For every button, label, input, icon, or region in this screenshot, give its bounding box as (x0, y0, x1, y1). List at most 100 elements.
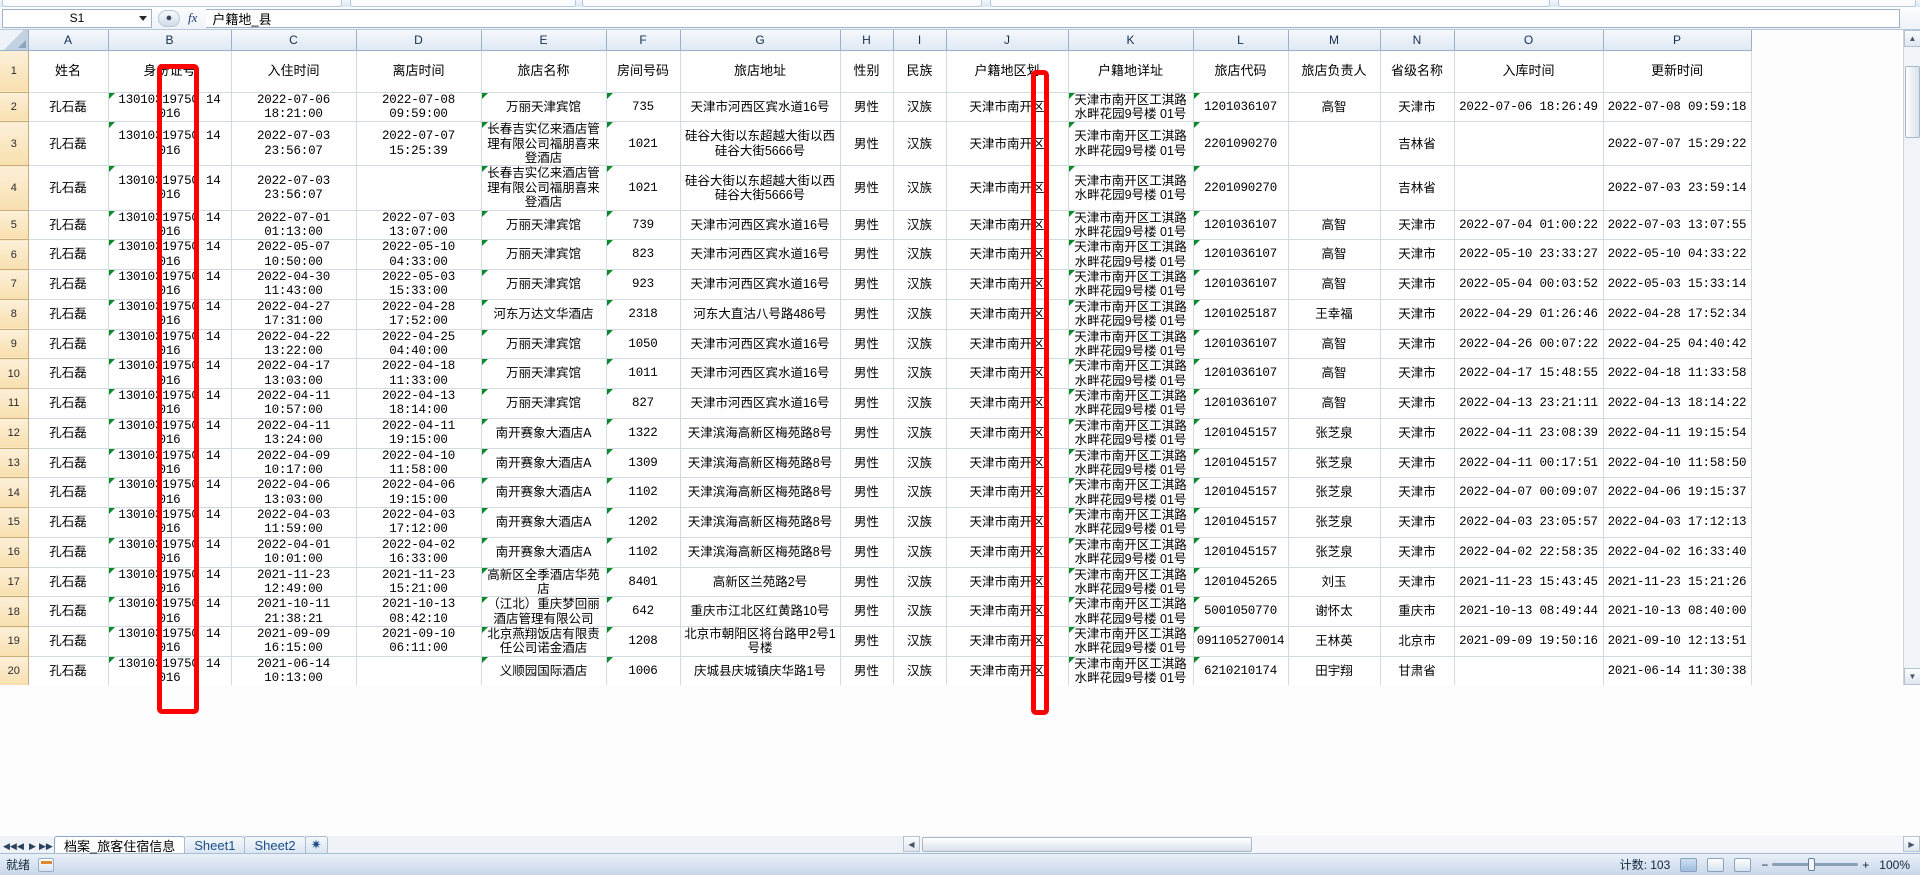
cell-身份证号[interactable]: 13010319750 14 016 (108, 537, 232, 568)
cell-旅店地址[interactable]: 天津滨海高新区梅苑路8号 (680, 537, 841, 568)
zoom-knob[interactable] (1808, 858, 1816, 871)
cell-旅店负责人[interactable]: 谢怀太 (1288, 596, 1381, 627)
cell-旅店名称[interactable]: 高新区全季酒店华苑店 (481, 567, 607, 598)
zoom-in-icon[interactable]: + (1862, 857, 1870, 872)
cell-房间号码[interactable]: 642 (606, 596, 681, 627)
cell-户籍地详址[interactable]: 天津市南开区工淇路水畔花园9号楼 01号 (1068, 165, 1194, 211)
cell-入住时间[interactable]: 2022-04-09 10:17:00 (231, 448, 357, 479)
row-header[interactable]: 2 (0, 92, 29, 123)
row-header[interactable]: 9 (0, 329, 29, 360)
cell-户籍地详址[interactable]: 天津市南开区工淇路水畔花园9号楼 01号 (1068, 299, 1194, 330)
cell-旅店代码[interactable]: 6210210174 (1193, 656, 1289, 685)
cell-入住时间[interactable]: 2022-04-06 13:03:00 (231, 477, 357, 508)
row-header[interactable]: 3 (0, 121, 29, 167)
row-header[interactable]: 4 (0, 165, 29, 211)
view-normal-icon[interactable] (1680, 857, 1698, 872)
cell-省级名称[interactable]: 天津市 (1380, 477, 1455, 508)
cell-旅店代码[interactable]: 1201045265 (1193, 567, 1289, 598)
cell-民族[interactable]: 汉族 (893, 567, 947, 598)
cell-入库时间[interactable] (1454, 165, 1604, 211)
cell-省级名称[interactable]: 天津市 (1380, 507, 1455, 538)
cell-户籍地详址[interactable]: 天津市南开区工淇路水畔花园9号楼 01号 (1068, 596, 1194, 627)
cell-户籍地详址[interactable]: 天津市南开区工淇路水畔花园9号楼 01号 (1068, 626, 1194, 657)
cell-户籍地详址[interactable]: 天津市南开区工淇路水畔花园9号楼 01号 (1068, 269, 1194, 300)
cell-户籍地区划[interactable]: 天津市南开区 (946, 656, 1069, 685)
cell-民族[interactable]: 汉族 (893, 165, 947, 211)
row-header[interactable]: 17 (0, 567, 29, 598)
cell-民族[interactable]: 汉族 (893, 329, 947, 360)
cell-旅店代码[interactable]: 1201045157 (1193, 448, 1289, 479)
cell-户籍地详址[interactable]: 天津市南开区工淇路水畔花园9号楼 01号 (1068, 121, 1194, 167)
cell-性别[interactable]: 男性 (840, 596, 894, 627)
col-header-I[interactable]: I (893, 30, 947, 51)
cell-入库时间[interactable]: 2022-04-29 01:26:46 (1454, 299, 1604, 330)
ribbon-tab-scrap[interactable] (2, 0, 342, 7)
row-header[interactable]: 16 (0, 537, 29, 568)
cell-离店时间[interactable]: 2022-04-13 18:14:00 (356, 388, 482, 419)
cell-入住时间[interactable]: 2022-04-11 13:24:00 (231, 418, 357, 449)
cell-入库时间[interactable]: 2022-04-26 00:07:22 (1454, 329, 1604, 360)
cell-姓名[interactable]: 孔石磊 (28, 507, 109, 538)
cell-房间号码[interactable]: 1202 (606, 507, 681, 538)
cell-旅店名称[interactable]: 河东万达文华酒店 (481, 299, 607, 330)
cell-入库时间[interactable]: 2022-04-02 22:58:35 (1454, 537, 1604, 568)
col-header-B[interactable]: B (108, 30, 232, 51)
cell-旅店负责人[interactable]: 高智 (1288, 388, 1381, 419)
row-header[interactable]: 5 (0, 210, 29, 241)
sheet-nav-last-icon[interactable]: ▶▶ (39, 841, 53, 851)
cell-性别[interactable]: 男性 (840, 656, 894, 685)
scroll-up-icon[interactable]: ▲ (1904, 30, 1920, 47)
sheet-nav-first-icon[interactable]: ◀◀ (3, 841, 17, 851)
cell-旅店地址[interactable]: 天津市河西区宾水道16号 (680, 239, 841, 270)
cell-更新时间[interactable]: 2022-05-03 15:33:14 (1603, 269, 1752, 300)
cell-房间号码[interactable]: 1050 (606, 329, 681, 360)
cell-房间号码[interactable]: 1102 (606, 537, 681, 568)
cell-更新时间[interactable]: 2021-10-13 08:40:00 (1603, 596, 1752, 627)
cell-旅店地址[interactable]: 天津市河西区宾水道16号 (680, 358, 841, 389)
header-cell-户籍地详址[interactable]: 户籍地详址 (1068, 50, 1194, 93)
cell-旅店代码[interactable]: 091105270014 (1193, 626, 1289, 657)
col-header-D[interactable]: D (356, 30, 482, 51)
row-header[interactable]: 1 (0, 50, 29, 93)
cell-入住时间[interactable]: 2022-04-30 11:43:00 (231, 269, 357, 300)
cell-旅店名称[interactable]: 南开赛象大酒店A (481, 418, 607, 449)
row-header[interactable]: 14 (0, 477, 29, 508)
cell-户籍地区划[interactable]: 天津市南开区 (946, 626, 1069, 657)
col-header-L[interactable]: L (1193, 30, 1289, 51)
row-header[interactable]: 12 (0, 418, 29, 449)
cell-入住时间[interactable]: 2022-07-01 01:13:00 (231, 210, 357, 241)
cell-离店时间[interactable]: 2022-04-03 17:12:00 (356, 507, 482, 538)
cell-离店时间[interactable]: 2021-10-13 08:42:10 (356, 596, 482, 627)
cell-旅店负责人[interactable]: 高智 (1288, 269, 1381, 300)
cell-户籍地区划[interactable]: 天津市南开区 (946, 507, 1069, 538)
cell-身份证号[interactable]: 13010319750 14 016 (108, 269, 232, 300)
cell-户籍地区划[interactable]: 天津市南开区 (946, 92, 1069, 123)
ribbon-tab-scrap[interactable] (1558, 0, 1916, 7)
cell-户籍地区划[interactable]: 天津市南开区 (946, 567, 1069, 598)
cell-入住时间[interactable]: 2021-10-11 21:38:21 (231, 596, 357, 627)
cell-性别[interactable]: 男性 (840, 210, 894, 241)
cell-姓名[interactable]: 孔石磊 (28, 269, 109, 300)
cell-性别[interactable]: 男性 (840, 92, 894, 123)
cell-民族[interactable]: 汉族 (893, 92, 947, 123)
col-header-M[interactable]: M (1288, 30, 1381, 51)
cell-离店时间[interactable]: 2022-04-06 19:15:00 (356, 477, 482, 508)
cell-入住时间[interactable]: 2022-04-17 13:03:00 (231, 358, 357, 389)
cell-姓名[interactable]: 孔石磊 (28, 477, 109, 508)
cell-离店时间[interactable]: 2022-04-18 11:33:00 (356, 358, 482, 389)
cell-姓名[interactable]: 孔石磊 (28, 388, 109, 419)
row-header[interactable]: 13 (0, 448, 29, 479)
row-header[interactable]: 10 (0, 358, 29, 389)
cell-入库时间[interactable]: 2021-10-13 08:49:44 (1454, 596, 1604, 627)
cell-旅店地址[interactable]: 天津滨海高新区梅苑路8号 (680, 507, 841, 538)
cell-更新时间[interactable]: 2022-05-10 04:33:22 (1603, 239, 1752, 270)
select-all-corner[interactable] (0, 30, 29, 51)
sheet-tab-sheet1[interactable]: Sheet1 (184, 836, 246, 853)
cell-性别[interactable]: 男性 (840, 537, 894, 568)
cell-离店时间[interactable]: 2022-05-10 04:33:00 (356, 239, 482, 270)
cell-更新时间[interactable]: 2022-04-18 11:33:58 (1603, 358, 1752, 389)
cell-省级名称[interactable]: 天津市 (1380, 269, 1455, 300)
header-cell-性别[interactable]: 性别 (840, 50, 894, 93)
cell-旅店名称[interactable]: 北京燕翔饭店有限责任公司诺金酒店 (481, 626, 607, 657)
cell-旅店地址[interactable]: 硅谷大街以东超越大街以西硅谷大街5666号 (680, 165, 841, 211)
